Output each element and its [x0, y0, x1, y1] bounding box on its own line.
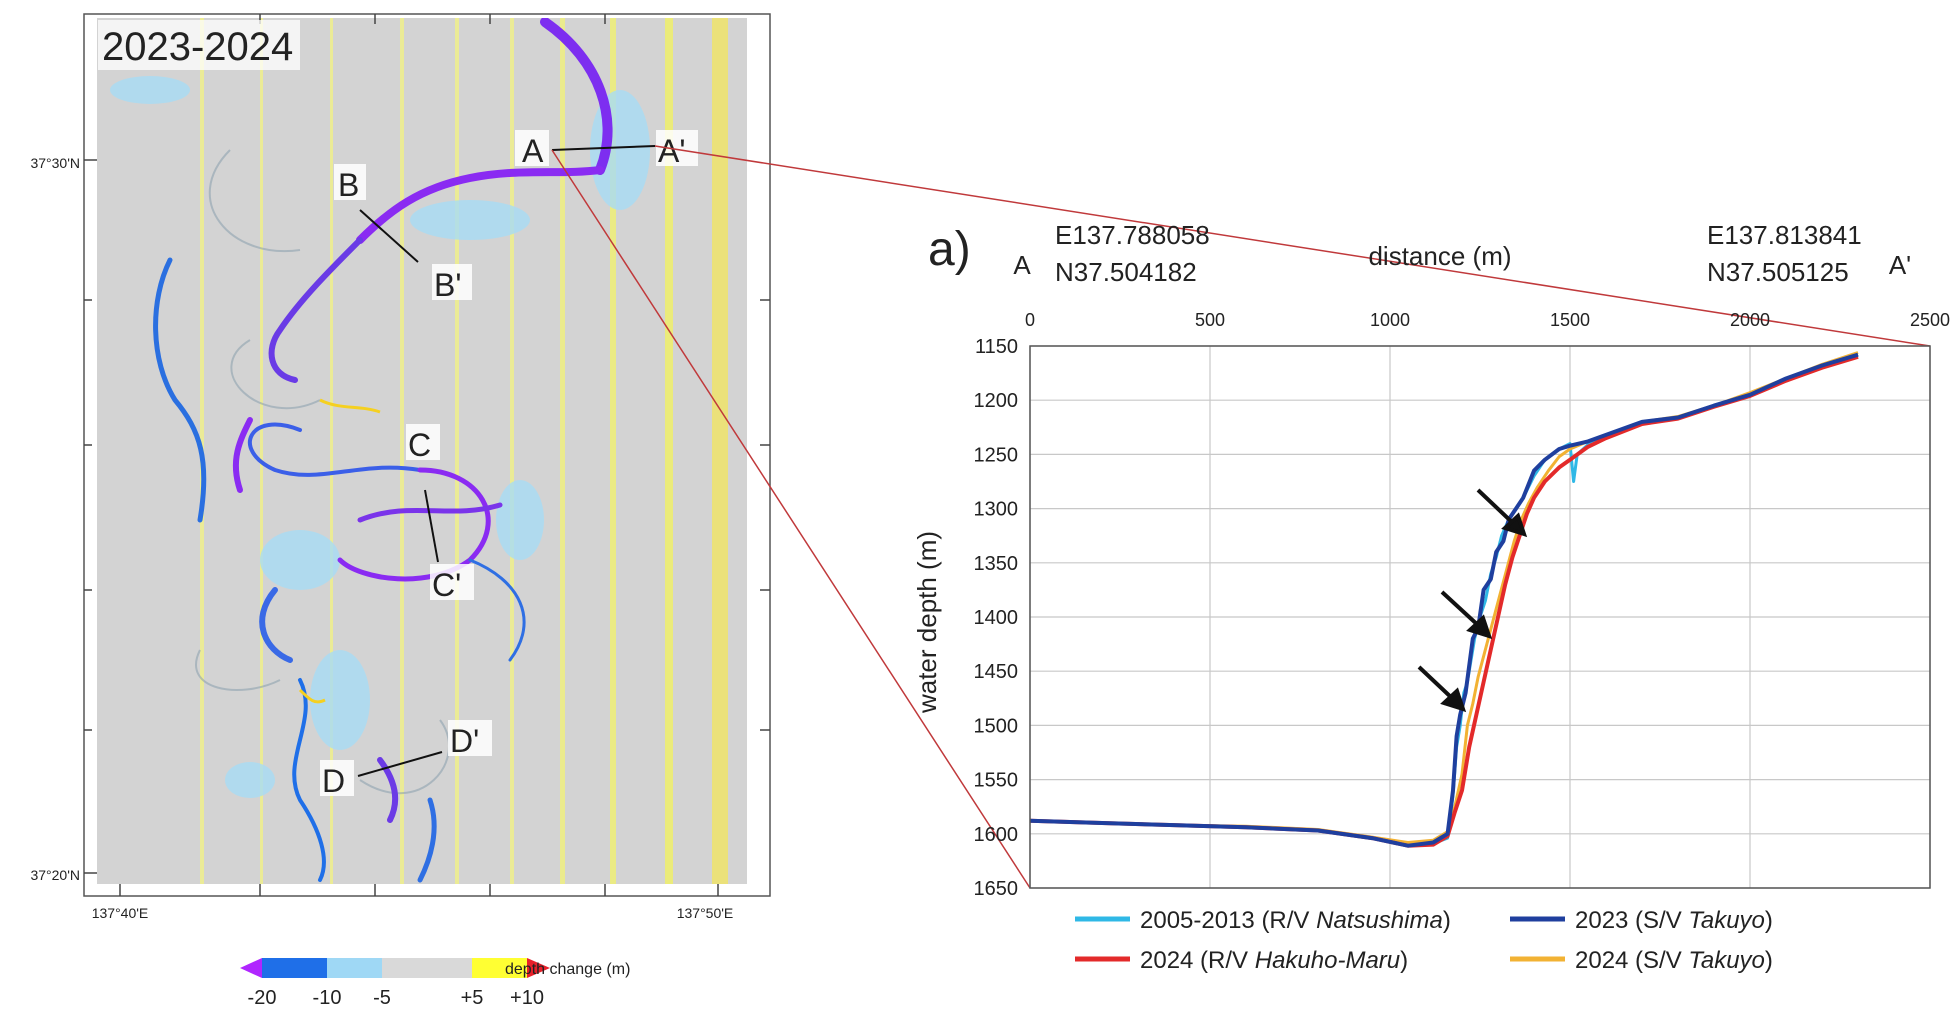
y-tick-label: 1200 [974, 390, 1019, 412]
x-axis-ticks: 0 500 1000 1500 2000 2500 [1025, 310, 1950, 330]
period-label-bg [98, 20, 300, 70]
colorbar-arrow-low [240, 958, 262, 978]
y-axis-ticks: 1150 1200 1250 1300 1350 1400 1450 1500 1550 1600… [974, 336, 1019, 900]
colorbar-tick-label: -10 [313, 987, 342, 1009]
profile-label-B: B [338, 167, 359, 203]
x-tick-label: 0 [1025, 310, 1035, 330]
profile-start-label: A [1013, 250, 1031, 280]
y-tick-label: 1300 [974, 499, 1019, 521]
series-line [1029, 352, 1859, 848]
colorbar-arrow-high [527, 958, 550, 978]
x-tick-label: 2000 [1730, 310, 1770, 330]
series-line [1029, 351, 1859, 844]
profile-line-AA [551, 145, 656, 151]
survey-stripes [200, 18, 728, 884]
zoom-connectors [551, 145, 1931, 889]
y-tick-label: 1500 [974, 715, 1019, 737]
y-tick-label: 1650 [974, 878, 1019, 900]
profile-start-lat: N37.504182 [1055, 257, 1197, 287]
profile-label-D-prime: D' [450, 723, 479, 759]
y-tick-label: 1150 [975, 336, 1018, 358]
y-tick-label: 1250 [974, 444, 1019, 466]
period-label: 2023-2024 [102, 25, 293, 69]
arrow-icon [1440, 590, 1493, 640]
legend-item-label: 2024 (R/V Hakuho-Maru) [1140, 947, 1408, 974]
colorbar-title: depth change (m) [505, 961, 630, 978]
y-tick-label: 1550 [974, 770, 1019, 792]
profile-end-lat: N37.505125 [1707, 257, 1849, 287]
arrow-icon [1417, 665, 1467, 713]
profile-start-lon: E137.788058 [1055, 220, 1210, 250]
profile-label-C: C [408, 427, 431, 463]
legend-item-label: 2023 (S/V Takuyo) [1575, 907, 1773, 934]
deposition-patches [298, 398, 381, 704]
colorbar-tick-label: +10 [510, 987, 544, 1009]
profile-label-A: A [522, 133, 544, 169]
series-line [1029, 353, 1859, 848]
lon-label-east: 137°50'E [677, 905, 734, 921]
bathymetry-change-map [97, 18, 747, 884]
x-tick-label: 500 [1195, 310, 1225, 330]
y-axis-title: water depth (m) [912, 531, 942, 714]
arrow-icon [1476, 488, 1528, 538]
annotation-arrows [1417, 488, 1528, 713]
y-tick-label: 1400 [974, 607, 1019, 629]
profile-line-BB [359, 209, 419, 263]
colorbar-segment-erosion [327, 958, 382, 978]
legend-item-label: 2024 (S/V Takuyo) [1575, 947, 1773, 974]
profile-lines [357, 145, 656, 777]
profile-end-label: A' [1889, 250, 1911, 280]
panel-label: a) [928, 223, 971, 276]
x-tick-label: 2500 [1910, 310, 1950, 330]
colorbar-tick-label: -20 [248, 987, 277, 1009]
series-line [1029, 354, 1859, 848]
map-ticks [84, 14, 770, 896]
chart-series [1029, 351, 1859, 848]
profile-label-D: D [322, 763, 345, 799]
lon-label-west: 137°40'E [92, 905, 149, 921]
erosion-channels [153, 18, 613, 883]
x-axis-title: distance (m) [1368, 241, 1511, 271]
profile-label-group: A A' B B' C C' D D' [320, 130, 698, 799]
legend-item-label: 2005-2013 (R/V Natsushima) [1140, 907, 1451, 934]
profile-line-DD [357, 751, 443, 777]
map-panel: 2023-2024 37°30'N 37°20'N 137°40'E 137°5… [30, 13, 771, 921]
x-tick-label: 1000 [1370, 310, 1410, 330]
shallowing-patches [110, 76, 650, 798]
chart-legend: 2005-2013 (R/V Natsushima) 2023 (S/V Taku… [1075, 907, 1773, 974]
profile-line-CC [424, 489, 439, 563]
colorbar-segment-no-change [382, 958, 472, 978]
y-tick-label: 1350 [974, 553, 1019, 575]
profile-label-B-prime: B' [434, 267, 461, 303]
colorbar: depth change (m) -20 -10 -5 +5 +10 [240, 958, 630, 1009]
plot-frame [1029, 345, 1931, 889]
lat-label-north: 37°30'N [30, 155, 80, 171]
colorbar-tick-label: +5 [461, 987, 484, 1009]
channel-outlines [195, 149, 450, 794]
profile-end-lon: E137.813841 [1707, 220, 1862, 250]
colorbar-segment-deep-erosion [262, 958, 327, 978]
profile-label-A-prime: A' [658, 133, 685, 169]
y-tick-label: 1450 [974, 661, 1019, 683]
colorbar-segment-deposition [472, 958, 527, 978]
lat-label-south: 37°20'N [30, 867, 80, 883]
y-tick-label: 1600 [974, 824, 1019, 846]
profile-label-C-prime: C' [432, 567, 461, 603]
x-tick-label: 1500 [1550, 310, 1590, 330]
profile-panel: a) A E137.788058 N37.504182 E137.813841 … [912, 220, 1950, 974]
colorbar-tick-label: -5 [373, 987, 391, 1009]
